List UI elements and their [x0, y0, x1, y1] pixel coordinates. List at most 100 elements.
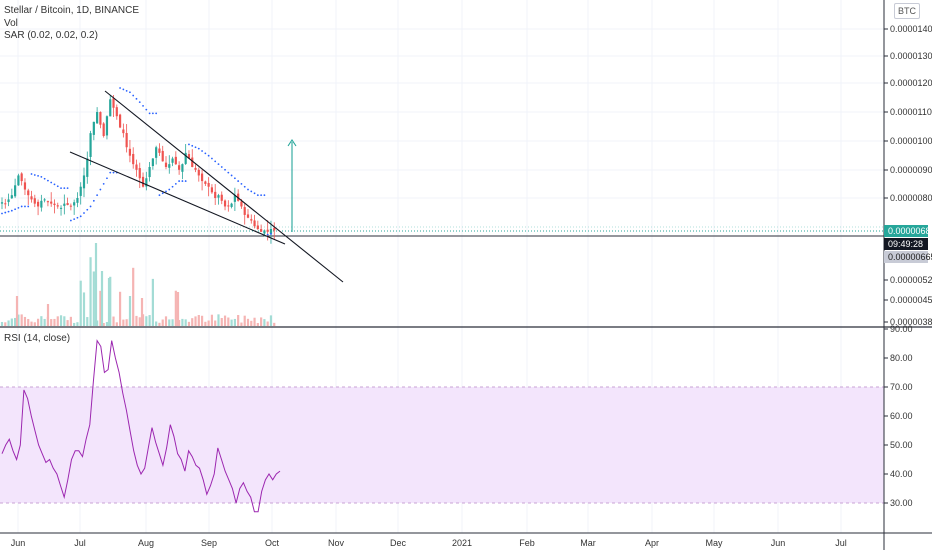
sar-dot [122, 88, 125, 91]
sar-dot [217, 163, 220, 166]
candle-body [10, 195, 13, 199]
candle-body [27, 190, 30, 196]
candle-body [227, 205, 230, 207]
candle-body [33, 198, 36, 204]
volume-bar [176, 292, 180, 326]
sar-dot [53, 183, 56, 186]
sar-legend[interactable]: SAR (0.02, 0.02, 0.2) [4, 30, 98, 41]
volume-bar [96, 320, 99, 326]
candle-body [161, 150, 164, 162]
volume-bar [53, 318, 56, 326]
vol-legend[interactable]: Vol [4, 18, 18, 29]
sar-dot [201, 150, 203, 152]
sar-dot [30, 173, 33, 175]
sar-dot [138, 101, 141, 104]
candle-body [204, 181, 207, 184]
volume-bar [194, 316, 197, 326]
candle-body [50, 201, 53, 204]
rsi-tick-label: 80.00 [890, 353, 913, 363]
candle-body [269, 229, 273, 234]
candle-body [256, 225, 259, 230]
volume-bar [76, 322, 79, 326]
volume-bar [135, 315, 138, 326]
sar-dot [266, 233, 269, 236]
time-tick-label: Nov [328, 538, 345, 548]
sar-dot [240, 183, 243, 185]
sar-dot [220, 166, 223, 168]
candle-body [240, 201, 243, 207]
volume-bar [63, 316, 66, 326]
volume-bar [250, 320, 253, 326]
candle-body [178, 165, 181, 170]
volume-bar [246, 318, 250, 326]
volume-bar [66, 320, 69, 326]
volume-bar [237, 315, 240, 326]
candle-body [79, 186, 82, 196]
sar-dots [1, 87, 272, 236]
sar-dot [155, 112, 158, 115]
sar-dot [92, 199, 95, 202]
sar-dot [224, 168, 226, 171]
volume-bar [161, 319, 164, 326]
currency-scale-button[interactable]: BTC [894, 3, 920, 19]
volume-bar [50, 319, 53, 326]
candle-body [200, 173, 204, 182]
symbol-title[interactable]: Stellar / Bitcoin, 1D, BINANCE [4, 5, 140, 16]
volume-bar [33, 322, 36, 326]
sar-dot [148, 112, 151, 115]
sar-dot [14, 208, 17, 211]
sar-dot [50, 181, 53, 184]
sar-dot [76, 216, 79, 219]
sar-dot [165, 190, 167, 193]
candle-body [112, 98, 115, 108]
volume-bar [233, 318, 236, 326]
volume-bar [174, 290, 177, 326]
volume-bar [43, 318, 46, 326]
volume-bar [100, 271, 104, 326]
candle-body [115, 107, 118, 117]
candle-body [253, 220, 256, 227]
candle-body [89, 133, 92, 157]
sar-dot [253, 192, 256, 195]
candle-body [141, 176, 145, 187]
volume-bar [181, 318, 184, 326]
sar-dot [188, 143, 190, 146]
time-tick-label: Dec [390, 538, 407, 548]
sar-dot [43, 177, 46, 180]
candle-body [138, 168, 141, 179]
candle-body [148, 166, 151, 178]
volume-bar [240, 322, 243, 326]
candle-body [223, 200, 227, 207]
rsi-legend[interactable]: RSI (14, close) [4, 333, 71, 344]
volume-bar [17, 314, 20, 326]
volume-bar [89, 257, 92, 326]
sar-dot [109, 171, 112, 174]
sar-dot [63, 187, 66, 190]
volume-bar [253, 317, 256, 326]
sar-dot [86, 208, 89, 211]
volume-bar [107, 278, 111, 326]
volume-bar [191, 318, 194, 326]
sar-dot [4, 211, 7, 214]
candle-body [30, 196, 33, 200]
candle-body [105, 116, 109, 136]
sar-dot [106, 177, 108, 180]
candle-body [40, 200, 43, 208]
volume-bar [214, 320, 217, 326]
volume-bar [155, 321, 158, 326]
volume-bar [59, 315, 63, 326]
sar-dot [233, 177, 236, 180]
candle-body [36, 201, 40, 207]
volume-bar [151, 278, 154, 326]
sar-dot [60, 187, 62, 190]
sar-dot [237, 180, 240, 182]
candle-body [214, 191, 217, 198]
candle-body [14, 185, 17, 197]
volume-bar [200, 315, 204, 326]
sar-dot [243, 185, 246, 188]
candle-body [260, 229, 263, 232]
